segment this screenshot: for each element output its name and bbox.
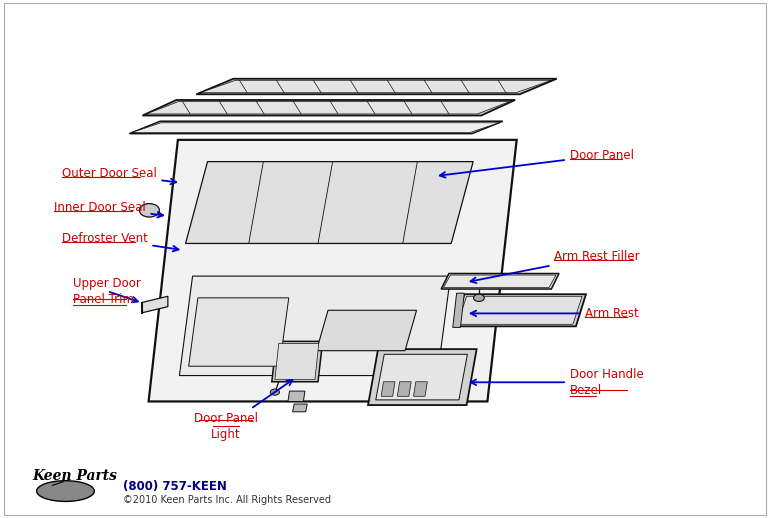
Ellipse shape xyxy=(37,481,94,501)
Polygon shape xyxy=(146,102,510,114)
Polygon shape xyxy=(413,382,427,396)
Polygon shape xyxy=(441,274,559,289)
Polygon shape xyxy=(457,296,582,324)
Polygon shape xyxy=(132,123,499,133)
Polygon shape xyxy=(376,354,467,400)
Polygon shape xyxy=(454,294,586,326)
Polygon shape xyxy=(272,341,323,382)
Text: Arm Rest: Arm Rest xyxy=(470,307,639,320)
Text: Upper Door
Panel Trim: Upper Door Panel Trim xyxy=(73,277,141,306)
Polygon shape xyxy=(288,391,305,401)
Circle shape xyxy=(474,294,484,301)
Polygon shape xyxy=(444,275,556,287)
Text: Outer Door Seal: Outer Door Seal xyxy=(62,167,176,184)
Polygon shape xyxy=(368,349,477,405)
Polygon shape xyxy=(196,79,557,94)
Circle shape xyxy=(270,389,280,395)
Text: Arm Rest Filler: Arm Rest Filler xyxy=(470,250,640,283)
Polygon shape xyxy=(397,382,411,396)
Text: Door Panel: Door Panel xyxy=(440,149,634,178)
Text: (800) 757-KEEN: (800) 757-KEEN xyxy=(123,480,227,494)
Polygon shape xyxy=(149,140,517,401)
Polygon shape xyxy=(453,293,464,327)
Text: Door Handle
Bezel: Door Handle Bezel xyxy=(470,368,644,397)
Text: ©2010 Keen Parts Inc. All Rights Reserved: ©2010 Keen Parts Inc. All Rights Reserve… xyxy=(123,495,331,505)
Polygon shape xyxy=(179,276,450,376)
Text: Inner Door Seal: Inner Door Seal xyxy=(54,200,163,218)
Text: Defroster Vent: Defroster Vent xyxy=(62,232,179,251)
Text: Keen Parts: Keen Parts xyxy=(32,468,117,483)
Polygon shape xyxy=(381,382,395,396)
Polygon shape xyxy=(316,310,417,351)
Polygon shape xyxy=(293,404,307,412)
Polygon shape xyxy=(142,296,168,313)
Polygon shape xyxy=(275,343,319,380)
Polygon shape xyxy=(142,100,515,116)
Polygon shape xyxy=(186,162,473,243)
Polygon shape xyxy=(189,298,289,366)
Polygon shape xyxy=(200,80,551,93)
Polygon shape xyxy=(129,121,503,134)
Circle shape xyxy=(139,204,159,217)
Text: Door Panel
Light: Door Panel Light xyxy=(193,380,293,441)
